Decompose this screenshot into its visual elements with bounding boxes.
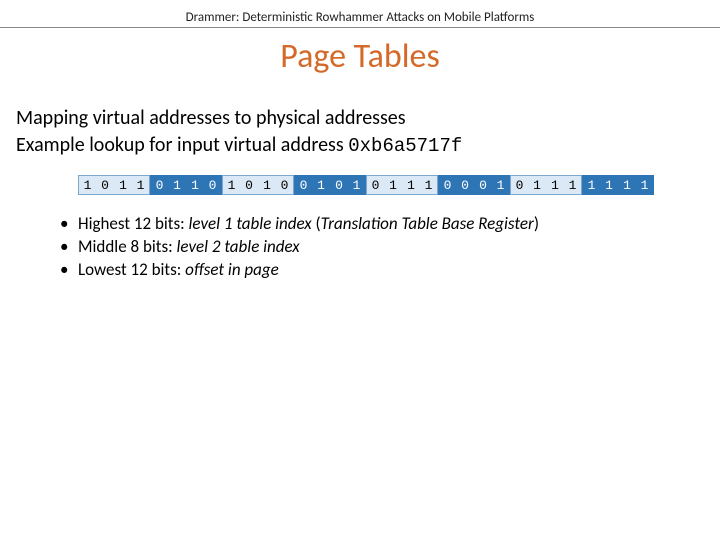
bit-cell: 1 [492,175,510,195]
body-line-2-prefix: Example lookup for input virtual address [16,133,348,157]
bit-cell: 1 [222,175,240,195]
bit-cell: 1 [402,175,420,195]
bullet-item: Lowest 12 bits: offset in page [60,259,704,282]
bullet-post-close: ) [534,213,539,234]
bit-cell: 0 [366,175,384,195]
bit-cell: 0 [276,175,294,195]
bullet-post-open: ( [312,213,321,234]
bit-cell: 0 [150,175,168,195]
body-line-2-code: 0xb6a5717f [348,135,462,157]
page-title: Page Tables [0,36,720,77]
body: Mapping virtual addresses to physical ad… [16,106,704,282]
bit-cell: 0 [438,175,456,195]
body-line-2: Example lookup for input virtual address… [16,133,704,159]
bit-cell: 1 [78,175,96,195]
bit-cell: 1 [114,175,132,195]
bit-cell: 1 [348,175,366,195]
bit-cell: 1 [600,175,618,195]
bullet-emph: offset in page [185,259,279,280]
bit-cell: 1 [582,175,600,195]
bullet-emph: level 2 table index [177,236,300,257]
slide: Drammer: Deterministic Rowhammer Attacks… [0,0,720,540]
bit-cell: 1 [564,175,582,195]
bullet-item: Highest 12 bits: level 1 table index (Tr… [60,213,704,236]
bit-cell: 1 [258,175,276,195]
bit-cell: 1 [312,175,330,195]
header-subtitle: Drammer: Deterministic Rowhammer Attacks… [0,10,720,28]
bit-cell: 0 [456,175,474,195]
bit-cell: 0 [474,175,492,195]
bit-row: 10110110101001010111000101111111 [78,175,704,195]
bit-cell: 1 [528,175,546,195]
bullet-pre: Lowest 12 bits: [78,259,185,280]
bit-cell: 0 [294,175,312,195]
bit-cell: 1 [546,175,564,195]
bit-cell: 0 [330,175,348,195]
bullet-item: Middle 8 bits: level 2 table index [60,236,704,259]
bit-cell: 1 [168,175,186,195]
bit-cell: 0 [510,175,528,195]
body-line-1: Mapping virtual addresses to physical ad… [16,106,704,131]
bullet-post-emph: Translation Table Base Register [321,213,534,234]
bit-cell: 1 [420,175,438,195]
bullet-list: Highest 12 bits: level 1 table index (Tr… [60,213,704,282]
bit-cell: 0 [204,175,222,195]
bullet-pre: Middle 8 bits: [78,236,177,257]
bit-cell: 1 [384,175,402,195]
bit-cell: 1 [186,175,204,195]
bullet-pre: Highest 12 bits: [78,213,189,234]
bit-cell: 0 [96,175,114,195]
bullet-emph: level 1 table index [189,213,312,234]
bit-cell: 1 [636,175,654,195]
bit-cell: 1 [132,175,150,195]
bit-cell: 0 [240,175,258,195]
bit-cell: 1 [618,175,636,195]
